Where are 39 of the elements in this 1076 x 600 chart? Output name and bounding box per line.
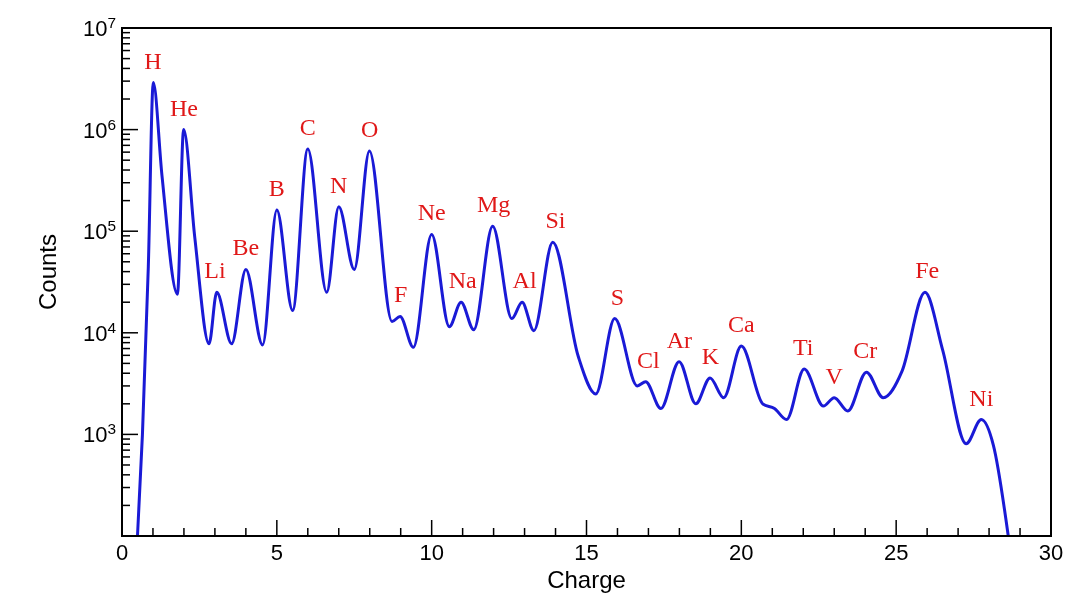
y-tick-label: 10$^{5}$ — [82, 216, 116, 245]
annotation: Ni — [969, 384, 994, 411]
x-tick-label: 10 — [419, 540, 444, 565]
x-tick-label: 30 — [1038, 540, 1064, 565]
annotation: S — [610, 283, 625, 310]
annotation: Ca — [728, 311, 756, 338]
annotation: F — [394, 281, 408, 308]
annotation: O — [361, 115, 379, 142]
x-axis-title: Charge — [547, 566, 626, 593]
x-tick-label: 25 — [883, 540, 909, 565]
annotation: Al — [512, 267, 537, 294]
annotation: Mg — [476, 191, 511, 218]
x-tick-label: 5 — [270, 540, 283, 565]
annotation: Cl — [637, 346, 661, 373]
annotation: Si — [545, 207, 566, 234]
x-tick-label: 0 — [115, 540, 129, 565]
annotation: Na — [448, 267, 477, 294]
annotation: H — [144, 47, 162, 74]
annotation: Ti — [793, 334, 814, 361]
annotation: Ar — [666, 326, 693, 353]
x-tick-label: 20 — [729, 540, 754, 565]
x-tick-label: 15 — [574, 540, 599, 565]
y-tick-label: 10$^{3}$ — [82, 419, 116, 448]
line-series — [135, 81, 1010, 536]
y-tick-label: 10$^{4}$ — [82, 318, 117, 346]
annotation: Fe — [915, 257, 940, 284]
annotation: N — [330, 171, 348, 198]
annotation: Ne — [417, 199, 446, 226]
annotation: V — [825, 362, 844, 389]
annotation: He — [169, 94, 198, 121]
annotation: Li — [204, 257, 226, 284]
annotation: Cr — [853, 337, 878, 364]
y-tick-label: 10$^{6}$ — [82, 115, 116, 143]
annotation: C — [299, 113, 316, 140]
annotation: Be — [232, 234, 260, 261]
y-tick-label: 10$^{7}$ — [82, 13, 116, 41]
annotation: K — [701, 342, 720, 369]
annotation: B — [268, 174, 285, 201]
y-axis-title: Counts — [34, 233, 61, 311]
